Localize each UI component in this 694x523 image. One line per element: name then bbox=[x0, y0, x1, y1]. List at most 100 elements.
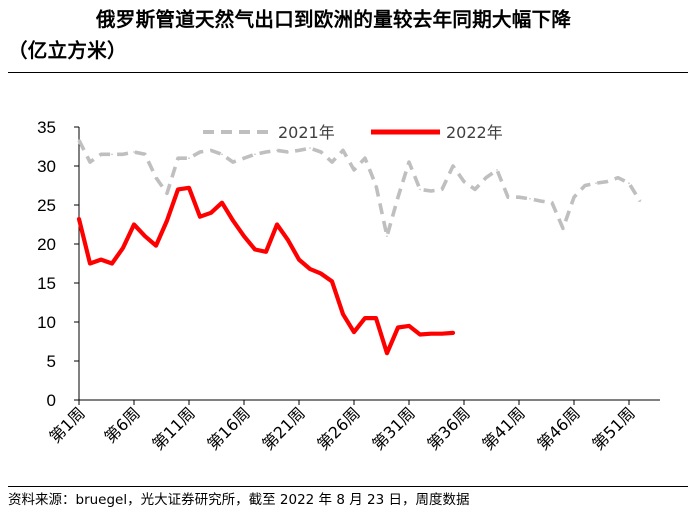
data-point bbox=[265, 151, 267, 153]
x-tick-label: 第41周 bbox=[478, 403, 528, 453]
data-point bbox=[144, 235, 146, 237]
data-point bbox=[276, 223, 278, 226]
data-point bbox=[408, 161, 410, 163]
data-point bbox=[309, 147, 311, 149]
chart-title-line-2: （亿立方米） bbox=[8, 39, 127, 62]
y-tick-label: 30 bbox=[37, 157, 56, 176]
data-point bbox=[298, 258, 300, 261]
data-point bbox=[122, 153, 124, 156]
data-point bbox=[430, 190, 432, 192]
data-point bbox=[111, 153, 113, 156]
data-point bbox=[452, 165, 454, 167]
data-point bbox=[89, 262, 91, 265]
data-point bbox=[155, 244, 157, 247]
data-point bbox=[78, 139, 80, 142]
source-note: 资料来源：bruegel，光大证券研究所，截至 2022 年 8 月 23 日，… bbox=[8, 492, 470, 508]
data-point bbox=[364, 317, 366, 319]
data-point bbox=[441, 188, 443, 191]
data-point bbox=[353, 331, 355, 333]
data-point bbox=[254, 248, 256, 251]
data-point bbox=[452, 332, 454, 334]
data-point bbox=[254, 153, 256, 156]
chart-title: 俄罗斯管道天然气出口到欧洲的量较去年同期大幅下降 （亿立方米） bbox=[8, 4, 688, 66]
data-point bbox=[287, 239, 289, 241]
data-point bbox=[364, 157, 366, 159]
data-point bbox=[397, 196, 399, 198]
data-point bbox=[463, 180, 465, 183]
data-point bbox=[342, 313, 344, 316]
data-point bbox=[177, 157, 179, 159]
data-point bbox=[133, 223, 135, 226]
data-point bbox=[617, 176, 619, 179]
legend: 2021年 2022年 bbox=[203, 123, 503, 142]
data-point bbox=[551, 201, 553, 204]
data-point bbox=[232, 161, 234, 163]
title-divider bbox=[8, 72, 688, 73]
data-point bbox=[507, 196, 509, 198]
y-tick-label: 20 bbox=[37, 235, 56, 254]
data-point bbox=[430, 332, 432, 335]
data-point bbox=[144, 153, 146, 156]
data-point bbox=[276, 149, 278, 152]
series-2 bbox=[76, 185, 456, 356]
x-tick-label: 第36周 bbox=[423, 403, 473, 453]
data-point bbox=[221, 201, 223, 204]
y-tick-label: 5 bbox=[47, 352, 56, 371]
data-point bbox=[353, 169, 355, 171]
data-point bbox=[375, 184, 377, 187]
data-point bbox=[397, 326, 399, 329]
data-point bbox=[265, 251, 267, 253]
data-point bbox=[408, 325, 410, 327]
data-point bbox=[573, 196, 575, 198]
data-point bbox=[386, 352, 388, 355]
x-tick-label: 第16周 bbox=[203, 403, 253, 453]
x-tick-label: 第6周 bbox=[101, 403, 144, 446]
data-point bbox=[562, 227, 564, 230]
data-point bbox=[298, 149, 300, 152]
data-point bbox=[243, 235, 245, 237]
data-point bbox=[177, 188, 179, 191]
data-point bbox=[529, 197, 531, 200]
data-point bbox=[342, 149, 344, 152]
data-point bbox=[485, 176, 487, 179]
data-point bbox=[133, 151, 135, 153]
data-point bbox=[419, 188, 421, 191]
y-tick-label: 10 bbox=[37, 313, 56, 332]
x-tick-label: 第31周 bbox=[368, 403, 418, 453]
data-point bbox=[155, 176, 157, 179]
data-point bbox=[287, 151, 289, 153]
legend-label-2022: 2022年 bbox=[446, 123, 503, 142]
series-1 bbox=[77, 139, 642, 238]
data-point bbox=[584, 184, 586, 187]
data-point bbox=[320, 272, 322, 275]
y-tick-label: 35 bbox=[37, 118, 56, 137]
data-point bbox=[78, 218, 80, 220]
series-line-2 bbox=[76, 185, 456, 356]
x-tick-label: 第11周 bbox=[148, 403, 198, 453]
data-point bbox=[243, 157, 245, 159]
legend-label-2021: 2021年 bbox=[278, 123, 335, 142]
series-line-1 bbox=[77, 139, 642, 238]
data-point bbox=[331, 161, 333, 163]
data-point bbox=[188, 187, 190, 189]
data-point bbox=[122, 247, 124, 249]
data-point bbox=[210, 149, 212, 152]
y-tick-label: 15 bbox=[37, 274, 56, 293]
chart-title-line-1: 俄罗斯管道天然气出口到欧洲的量较去年同期大幅下降 bbox=[96, 8, 572, 31]
data-point bbox=[496, 169, 498, 171]
data-point bbox=[320, 151, 322, 153]
data-point bbox=[221, 153, 223, 156]
data-point bbox=[188, 157, 190, 159]
footer-divider bbox=[8, 486, 688, 487]
data-point bbox=[474, 188, 476, 191]
data-point bbox=[199, 151, 201, 153]
data-point bbox=[232, 219, 234, 222]
y-tick-label: 25 bbox=[37, 196, 56, 215]
x-tick-label: 第46周 bbox=[533, 403, 583, 453]
data-point bbox=[166, 219, 168, 222]
data-point bbox=[628, 182, 630, 184]
data-point bbox=[375, 317, 377, 319]
data-point bbox=[419, 333, 421, 336]
data-point bbox=[100, 153, 102, 156]
data-point bbox=[639, 200, 641, 202]
